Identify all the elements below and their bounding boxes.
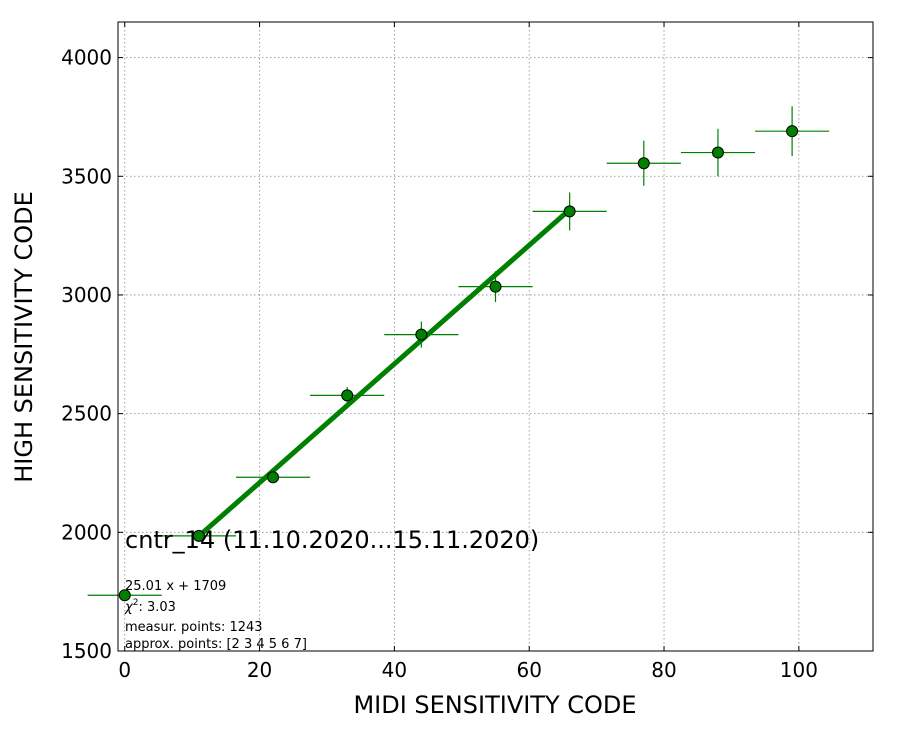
ticks: 0 20 40 60 80 100 1500 2000 2500 3000 3500 4000: [61, 22, 873, 682]
fit-line: [197, 207, 572, 538]
data-point: [118, 589, 131, 602]
y-axis-title: HIGH SENSITIVITY CODE: [10, 191, 38, 483]
grid: [118, 22, 873, 652]
data-point: [489, 280, 502, 293]
x-tick-label: 0: [118, 658, 131, 682]
y-tick-label: 1500: [61, 639, 112, 663]
chart-annotation-title: cntr_14 (11.10.2020...15.11.2020): [125, 526, 539, 554]
x-tick-label: 60: [516, 658, 541, 682]
y-tick-label: 3500: [61, 164, 112, 188]
x-tick-label: 100: [780, 658, 818, 682]
chi-square-label: χ2: 3.03: [124, 598, 176, 615]
y-tick-label: 4000: [61, 46, 112, 70]
data-point: [267, 471, 280, 484]
data-point: [637, 157, 650, 170]
data-point: [341, 389, 354, 402]
data-point: [415, 328, 428, 341]
x-tick-label: 20: [247, 658, 272, 682]
data-points: [118, 125, 799, 602]
y-tick-label: 3000: [61, 283, 112, 307]
chi-value: : 3.03: [138, 600, 175, 615]
fit-equation-label: 25.01 x + 1709: [125, 579, 226, 594]
chi-superscript: 2: [133, 598, 139, 608]
data-point: [563, 205, 576, 218]
approx-points-label: approx. points: [2 3 4 5 6 7]: [125, 637, 307, 652]
data-point: [711, 146, 724, 159]
y-tick-label: 2500: [61, 402, 112, 426]
x-tick-label: 40: [382, 658, 407, 682]
data-point: [786, 125, 799, 138]
error-bars: [87, 106, 830, 596]
y-tick-label: 2000: [61, 520, 112, 544]
x-axis-title: MIDI SENSITIVITY CODE: [353, 691, 636, 719]
plot-frame: [117, 21, 874, 652]
measured-points-label: measur. points: 1243: [125, 620, 263, 635]
x-tick-label: 80: [651, 658, 676, 682]
data-point: [192, 529, 205, 542]
fit-line-group: [197, 207, 572, 538]
chi-symbol: χ: [124, 600, 134, 615]
